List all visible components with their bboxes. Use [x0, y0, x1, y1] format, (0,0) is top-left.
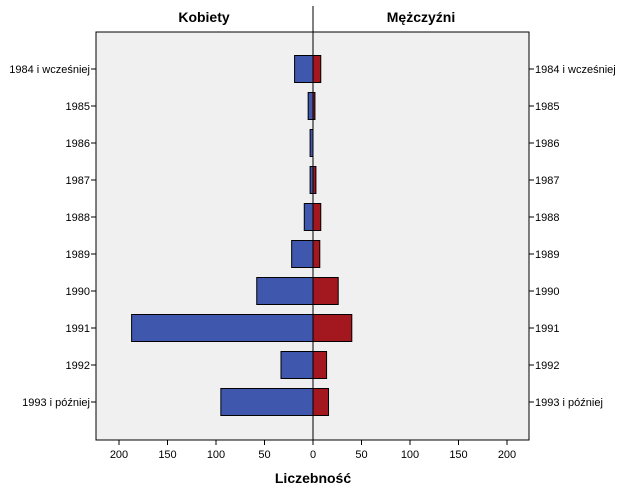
category-label-left-5: 1989	[66, 249, 90, 261]
category-label-right-5: 1989	[535, 249, 559, 261]
bar-kobiety-8	[280, 351, 314, 379]
bar-mezczyzni-1	[312, 92, 316, 120]
category-labels-right: 1984 i wcześniej 1985 1986 1987 1988 1989 1990…	[529, 64, 616, 409]
bar-mezczyzni-8	[312, 351, 328, 379]
category-label-right-6: 1990	[535, 286, 559, 298]
category-label-right-3: 1987	[535, 175, 559, 187]
bar-kobiety-2	[309, 129, 314, 157]
bar-kobiety-4	[303, 203, 314, 231]
category-label-right-9: 1993 i później	[535, 397, 603, 409]
category-label-right-0: 1984 i wcześniej	[535, 64, 616, 76]
x-tick-label-6: 100	[401, 449, 419, 461]
x-tick-label-4: 0	[310, 449, 316, 461]
bars-group	[131, 55, 353, 416]
bar-mezczyzni-4	[312, 203, 322, 231]
category-label-right-7: 1991	[535, 323, 559, 335]
bar-kobiety-9	[220, 388, 314, 416]
category-label-left-8: 1992	[66, 360, 90, 372]
x-tick-label-8: 200	[498, 449, 516, 461]
panel-title-left: Kobiety	[178, 9, 230, 25]
category-label-left-7: 1991	[66, 323, 90, 335]
panel-title-right: Mężczyźni	[387, 9, 455, 25]
category-label-left-0: 1984 i wcześniej	[9, 64, 90, 76]
category-label-left-1: 1985	[66, 101, 90, 113]
bar-mezczyzni-7	[312, 314, 353, 342]
category-label-left-2: 1986	[66, 138, 90, 150]
bar-mezczyzni-0	[312, 55, 322, 83]
bar-kobiety-7	[131, 314, 314, 342]
x-tick-label-5: 50	[355, 449, 367, 461]
x-axis-title: Liczebność	[275, 470, 351, 486]
x-tick-label-3: 50	[258, 449, 270, 461]
category-label-left-4: 1988	[66, 212, 90, 224]
bar-kobiety-1	[307, 92, 314, 120]
category-label-right-4: 1988	[535, 212, 559, 224]
category-label-right-8: 1992	[535, 360, 559, 372]
x-tick-label-1: 150	[158, 449, 176, 461]
bar-mezczyzni-9	[312, 388, 330, 416]
bar-kobiety-6	[256, 277, 314, 305]
x-tick-label-0: 200	[110, 449, 128, 461]
category-label-left-6: 1990	[66, 286, 90, 298]
x-tick-label-2: 100	[207, 449, 225, 461]
category-labels-left: 1984 i wcześniej 1985 1986 1987 1988 1989 1990…	[9, 64, 96, 409]
category-label-right-1: 1985	[535, 101, 559, 113]
bar-mezczyzni-6	[312, 277, 339, 305]
bar-kobiety-5	[291, 240, 314, 268]
category-label-right-2: 1986	[535, 138, 559, 150]
bar-mezczyzni-5	[312, 240, 321, 268]
x-axis-ticks: 200 150 100 50 0 50 100 150 200	[110, 440, 516, 461]
category-label-left-9: 1993 i później	[22, 397, 90, 409]
category-label-left-3: 1987	[66, 175, 90, 187]
bar-kobiety-0	[294, 55, 314, 83]
bar-mezczyzni-3	[312, 166, 317, 194]
x-tick-label-7: 150	[449, 449, 467, 461]
